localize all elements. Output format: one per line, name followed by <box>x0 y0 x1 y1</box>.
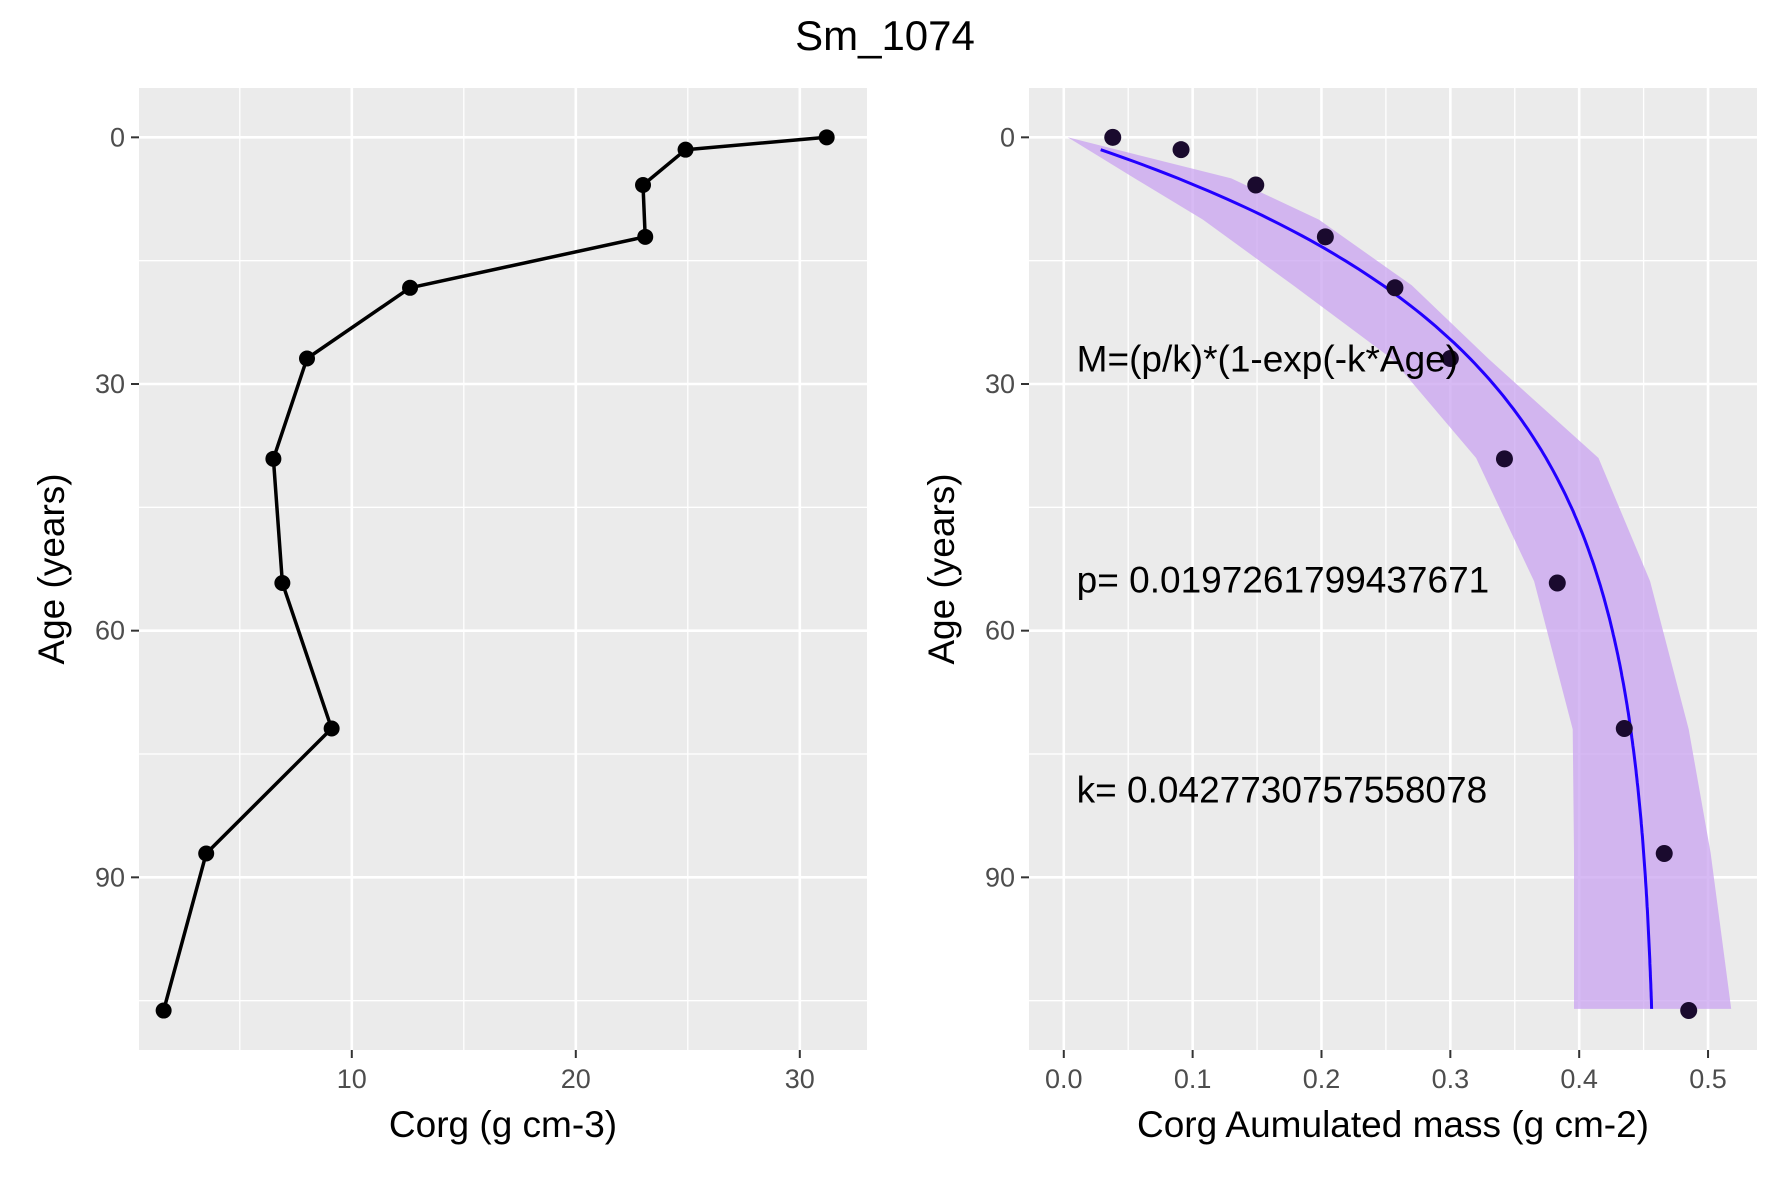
left-y-tick-label: 90 <box>95 862 125 892</box>
data-point <box>1104 128 1122 146</box>
right-y-tick-label: 0 <box>1000 122 1015 152</box>
data-point <box>677 141 694 158</box>
data-point <box>1655 844 1673 862</box>
data-point <box>299 350 315 367</box>
left-x-axis-title: Corg (g cm-3) <box>389 1104 617 1145</box>
data-point <box>1247 176 1265 194</box>
left-plot-background <box>139 88 867 1050</box>
data-point <box>274 574 291 591</box>
right-y-tick-label: 60 <box>985 616 1015 646</box>
left-x-tick-label: 10 <box>337 1064 367 1094</box>
left-y-tick-label: 60 <box>95 616 125 646</box>
data-point <box>402 279 419 296</box>
equation-annotation: k= 0.0427730757558078 <box>1077 769 1488 810</box>
right-x-tick-label: 0.4 <box>1560 1064 1598 1094</box>
data-point <box>155 1002 172 1019</box>
equation-annotation: M=(p/k)*(1-exp(-k*Age) <box>1077 339 1458 380</box>
data-point <box>1386 279 1404 297</box>
data-point <box>265 450 282 467</box>
left-panel-corg-profile: 10 20 30 0 30 60 90 Corg (g cm-3) Age (years) <box>31 88 867 1145</box>
right-x-tick-label: 0.0 <box>1045 1064 1083 1094</box>
right-x-tick-label: 0.5 <box>1689 1064 1727 1094</box>
data-point <box>323 720 340 737</box>
right-x-axis-title: Corg Aumulated mass (g cm-2) <box>1137 1104 1649 1145</box>
data-point <box>1316 228 1334 246</box>
data-point <box>637 228 654 245</box>
left-x-tick-label: 30 <box>785 1064 815 1094</box>
data-point <box>1441 350 1459 368</box>
data-point <box>635 177 651 194</box>
data-point <box>1548 574 1566 592</box>
right-x-tick-label: 0.2 <box>1303 1064 1341 1094</box>
data-point <box>1495 450 1513 468</box>
data-point <box>1680 1002 1698 1020</box>
left-y-tick-label: 0 <box>110 122 125 152</box>
right-y-tick-label: 30 <box>985 369 1015 399</box>
right-y-axis-title: Age (years) <box>921 473 962 664</box>
right-x-tick-label: 0.3 <box>1432 1064 1470 1094</box>
chart-title: Sm_1074 <box>795 12 975 59</box>
right-y-tick-label: 90 <box>985 862 1015 892</box>
equation-annotation: p= 0.0197261799437671 <box>1077 560 1490 601</box>
right-x-tick-label: 0.1 <box>1174 1064 1212 1094</box>
left-x-tick-label: 20 <box>561 1064 591 1094</box>
right-panel-accumulated-mass: M=(p/k)*(1-exp(-k*Age) p= 0.0197261799437… <box>921 88 1757 1145</box>
left-y-axis-title: Age (years) <box>31 473 72 664</box>
confidence-band <box>1067 137 1732 1009</box>
data-point <box>818 129 835 146</box>
data-point <box>1172 141 1190 159</box>
data-point <box>1615 720 1633 738</box>
left-y-tick-label: 30 <box>95 369 125 399</box>
data-point <box>198 845 215 862</box>
